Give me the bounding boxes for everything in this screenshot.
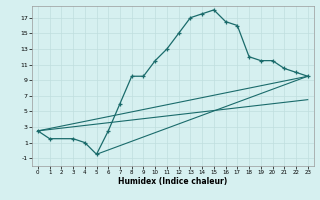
X-axis label: Humidex (Indice chaleur): Humidex (Indice chaleur) (118, 177, 228, 186)
